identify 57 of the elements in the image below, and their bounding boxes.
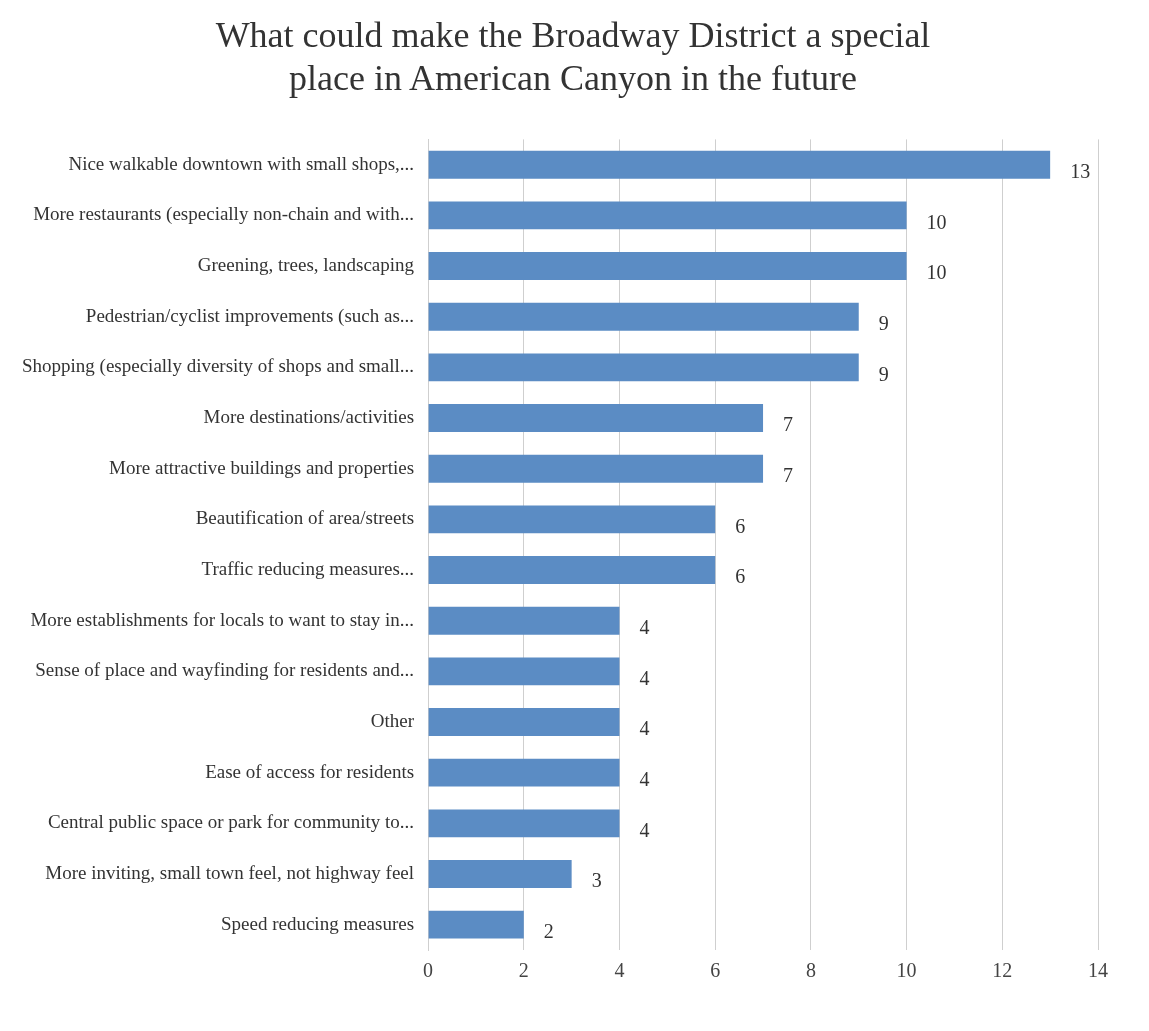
data-label: 13: [1070, 160, 1091, 183]
bar: [428, 252, 907, 281]
y-tick-label: More inviting, small town feel, not highway feel: [45, 862, 415, 884]
x-tick-label: 6: [710, 959, 721, 982]
data-label: 6: [735, 565, 746, 588]
bar: [428, 759, 620, 787]
x-tick-label: 14: [1088, 959, 1108, 982]
bar: [428, 505, 716, 534]
data-label: 4: [639, 616, 650, 639]
bar: [428, 353, 859, 382]
data-label: 4: [639, 818, 650, 841]
bar: [428, 607, 620, 635]
data-label: 9: [878, 312, 889, 335]
bar: [428, 556, 716, 585]
y-tick-label: Pedestrian/cyclist improvements (such as...: [85, 305, 415, 328]
bar: [428, 404, 764, 433]
x-tick-label: 0: [423, 959, 434, 982]
y-tick-label: Beautification of area/streets: [195, 507, 415, 529]
x-tick-label: 8: [805, 959, 816, 982]
y-tick-label: Ease of access for residents: [205, 761, 415, 783]
data-label: 7: [783, 464, 794, 487]
bar: [428, 303, 859, 332]
x-tick-label: 10: [896, 959, 917, 982]
bar: [428, 201, 907, 230]
data-label: 4: [639, 666, 650, 689]
y-tick-label: Greening, trees, landscaping: [197, 254, 415, 276]
x-tick-label: 4: [614, 959, 625, 982]
data-label: 10: [926, 211, 947, 234]
bar: [428, 708, 620, 737]
bar: [428, 809, 620, 838]
x-tick-label: 12: [992, 959, 1013, 982]
y-tick-label: Traffic reducing measures...: [201, 558, 415, 580]
y-tick-label: More attractive buildings and properties: [109, 457, 415, 479]
bar: [428, 860, 572, 889]
data-label: 6: [735, 514, 746, 537]
data-label: 7: [783, 413, 794, 436]
y-tick-label: Nice walkable downtown with small shops,...: [68, 153, 415, 175]
y-tick-label: Shopping (especially diversity of shops and small...: [21, 355, 415, 378]
y-tick-label: Speed reducing measures: [220, 913, 415, 935]
data-label: 3: [591, 869, 602, 892]
bar: [428, 657, 620, 686]
x-tick-label: 2: [518, 959, 529, 982]
data-label: 9: [878, 363, 889, 386]
bar: [428, 455, 764, 484]
y-tick-label: More destinations/activities: [203, 406, 415, 428]
y-tick-label: More restaurants (especially non-chain and with...: [33, 203, 415, 226]
bar: [428, 151, 1051, 180]
data-label: 4: [639, 768, 650, 791]
data-label: 2: [543, 920, 554, 943]
data-label: 4: [639, 717, 650, 740]
y-tick-label: Central public space or park for community to...: [47, 811, 415, 833]
data-label: 10: [926, 261, 947, 284]
y-tick-label: More establishments for locals to want to stay in...: [30, 609, 415, 631]
y-tick-label: Other: [370, 710, 415, 732]
chart-title: What could make the Broadway District a special place in American Canyon in the future: [214, 14, 932, 101]
bar: [428, 911, 524, 939]
y-tick-label: Sense of place and wayfinding for residents and...: [35, 659, 415, 681]
